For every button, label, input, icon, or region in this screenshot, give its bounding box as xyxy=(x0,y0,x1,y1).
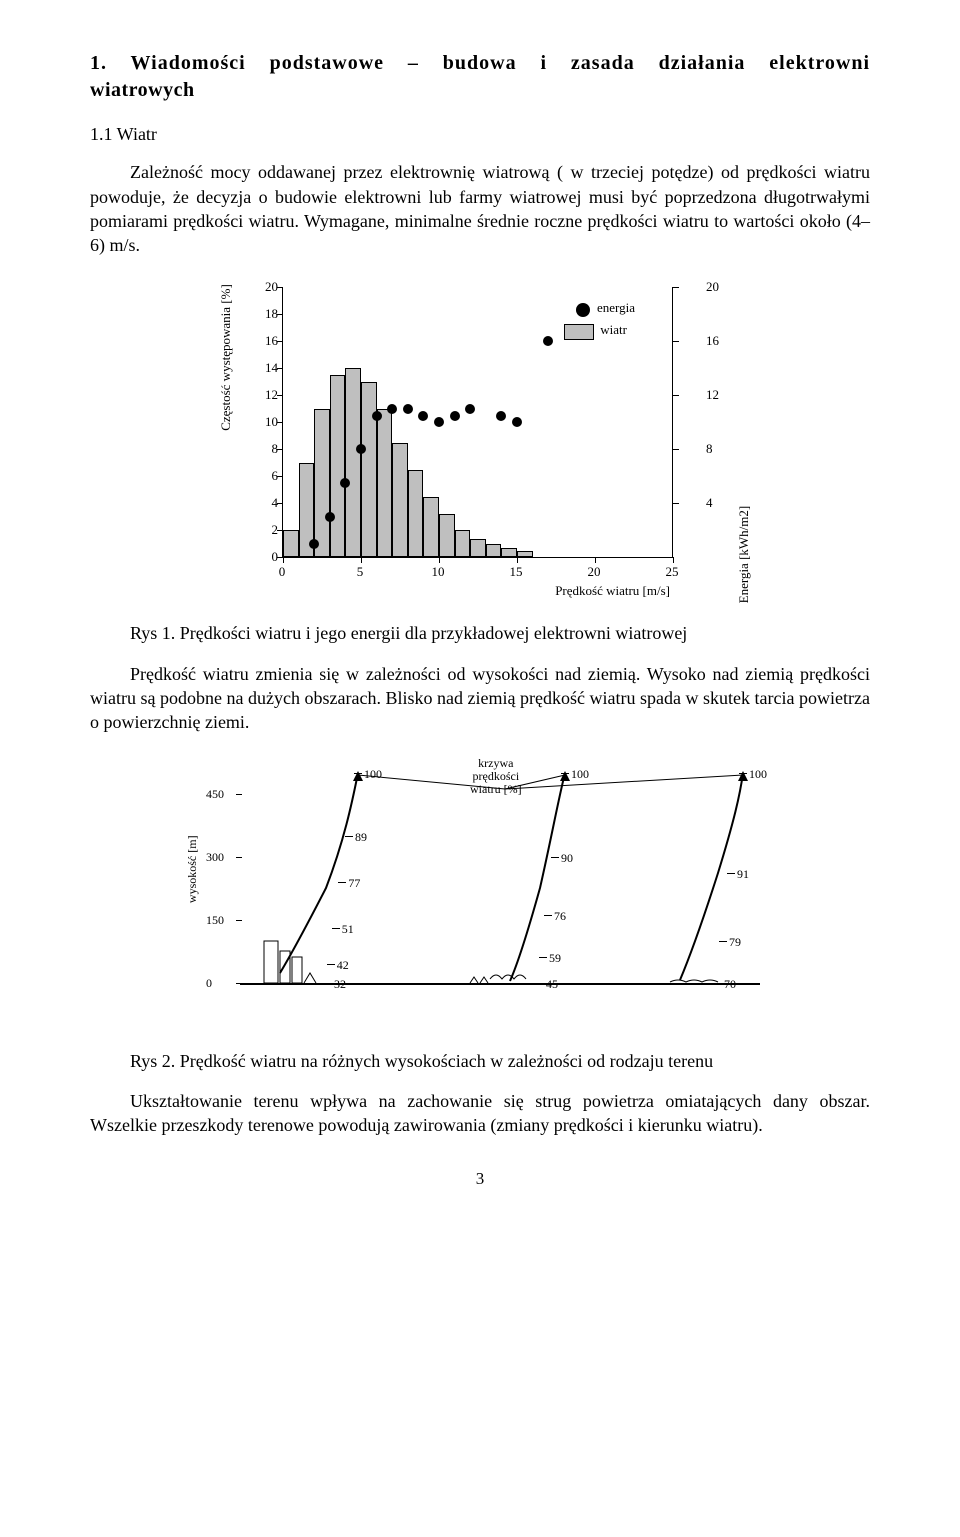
chart1-x-tick-label: 10 xyxy=(423,563,453,631)
chart1-energy-dot xyxy=(403,404,413,414)
chart1-bar xyxy=(330,375,346,557)
chart2-curve-value-label: 79 xyxy=(729,934,741,950)
chart2-curve-value-label: 100 xyxy=(749,766,767,782)
chart2-y-tick-label: 300 xyxy=(206,849,224,865)
chart2-y-tick-label: 450 xyxy=(206,786,224,802)
chart1-energy-dot xyxy=(418,411,428,421)
legend-energia-label: energia xyxy=(597,300,635,315)
chart2-curve-value-label: 59 xyxy=(549,950,561,966)
chart1-y-tick-label: 2 xyxy=(256,522,278,540)
chart1-energy-dot xyxy=(512,417,522,427)
figure-1: Częstość występowania [%] Energia [kWh/m… xyxy=(90,277,870,607)
page-number: 3 xyxy=(90,1168,870,1191)
chart2-profile-curve xyxy=(280,773,358,973)
chart1-x-tick-label: 25 xyxy=(657,563,687,631)
chart1-energy-dot xyxy=(496,411,506,421)
chart1-bar xyxy=(439,514,455,557)
chart2-curve-value-label: 42 xyxy=(337,957,349,973)
paragraph-1: Zależność mocy oddawanej przez elektrown… xyxy=(90,160,870,257)
chart1-bar xyxy=(377,409,393,558)
chart1-energy-dot xyxy=(543,336,553,346)
chart1-energy-dot xyxy=(325,512,335,522)
chart2-curve-value-label: 100 xyxy=(364,766,382,782)
chart2-svg xyxy=(240,773,760,1003)
paragraph-3: Ukształtowanie terenu wpływa na zachowan… xyxy=(90,1089,870,1138)
chart1-y-tick-label: 12 xyxy=(256,387,278,405)
figure-2-caption: Rys 2. Prędkość wiatru na różnych wysoko… xyxy=(90,1049,870,1073)
chart2-curve-value-label: 51 xyxy=(342,921,354,937)
chart2-plot-area: krzywa prędkości wiatru [%] xyxy=(240,773,760,1003)
chart1-bar xyxy=(345,368,361,557)
chart1-bar xyxy=(423,497,439,558)
chart1-energy-dot xyxy=(372,411,382,421)
chart1-bar xyxy=(486,544,502,558)
chart1-y-tick-label: 8 xyxy=(256,441,278,459)
chart2-curve-value-label: 100 xyxy=(571,766,589,782)
chart2-curve-value-label: 70 xyxy=(724,976,736,992)
chart2-curve-value-label: 89 xyxy=(355,829,367,845)
chart1-x-tick-label: 0 xyxy=(267,563,297,631)
chart1-x-axis-title: Prędkość wiatru [m/s] xyxy=(555,582,670,600)
chart1-y-tick-label: 6 xyxy=(256,468,278,486)
legend-dot-icon xyxy=(576,303,590,317)
chart1-energy-dot xyxy=(450,411,460,421)
chart1-bar xyxy=(501,548,517,557)
chart1-energy-dot xyxy=(465,404,475,414)
subsection-heading: 1.1 Wiatr xyxy=(90,122,870,146)
paragraph-2: Prędkość wiatru zmienia się w zależności… xyxy=(90,662,870,735)
chart1-y-tick-label: 20 xyxy=(256,279,278,297)
chart1-y-axis-title: Częstość występowania [%] xyxy=(217,285,235,432)
chart2-y-tick-label: 150 xyxy=(206,912,224,928)
chart1-energy-dot xyxy=(309,539,319,549)
chart1-energy-dot xyxy=(340,478,350,488)
chart1-legend-energia: energia xyxy=(576,299,635,317)
section-heading-line1: 1. Wiadomości podstawowe – budowa i zasa… xyxy=(90,50,870,77)
chart-wind-profiles: wysokość [m] krzywa prędkości wiatru [%] xyxy=(170,755,790,1035)
chart1-legend-wiatr: wiatr xyxy=(564,321,627,339)
chart1-y2-tick-label: 12 xyxy=(706,387,728,405)
chart1-bar xyxy=(392,443,408,558)
chart1-x-tick-label: 5 xyxy=(345,563,375,631)
chart1-y-tick-label: 10 xyxy=(256,414,278,432)
chart1-y-tick-label: 4 xyxy=(256,495,278,513)
chart1-y-tick-label: 16 xyxy=(256,333,278,351)
chart2-curve-value-label: 77 xyxy=(348,875,360,891)
chart1-energy-dot xyxy=(434,417,444,427)
chart2-profile-curve xyxy=(510,773,565,981)
chart2-curve-value-label: 91 xyxy=(737,866,749,882)
chart-histogram-energy: Częstość występowania [%] Energia [kWh/m… xyxy=(210,277,750,607)
chart1-energy-dot xyxy=(356,444,366,454)
chart2-header-l1: krzywa xyxy=(470,757,522,770)
legend-wiatr-label: wiatr xyxy=(600,322,627,337)
chart1-bar xyxy=(470,539,486,558)
chart2-curve-value-label: 90 xyxy=(561,850,573,866)
chart1-bar xyxy=(283,530,299,557)
legend-swatch-icon xyxy=(564,324,594,340)
chart1-y2-tick-label: 8 xyxy=(706,441,728,459)
chart2-y-axis-title: wysokość [m] xyxy=(184,835,200,903)
chart2-curve-value-label: 76 xyxy=(554,908,566,924)
chart1-x-tick-label: 20 xyxy=(579,563,609,631)
chart1-y-tick-label: 18 xyxy=(256,306,278,324)
chart1-y2-axis-title: Energia [kWh/m2] xyxy=(735,506,753,604)
chart1-plot-area: energia wiatr xyxy=(282,287,673,558)
chart1-y-tick-label: 14 xyxy=(256,360,278,378)
chart2-y-tick-label: 0 xyxy=(206,975,212,991)
figure-1-caption: Rys 1. Prędkości wiatru i jego energii d… xyxy=(90,621,870,645)
chart1-y2-tick-label: 16 xyxy=(706,333,728,351)
chart1-bar xyxy=(455,530,471,557)
chart1-energy-dot xyxy=(387,404,397,414)
chart1-y2-tick-label: 20 xyxy=(706,279,728,297)
chart2-curve-value-label: 45 xyxy=(546,976,558,992)
chart1-bar xyxy=(314,409,330,558)
figure-2: wysokość [m] krzywa prędkości wiatru [%] xyxy=(90,755,870,1035)
chart1-bar xyxy=(361,382,377,558)
chart2-curve-value-label: 32 xyxy=(334,976,346,992)
chart2-leader-line xyxy=(505,775,743,789)
chart1-bar xyxy=(517,551,533,558)
chart1-y2-tick-label: 4 xyxy=(706,495,728,513)
section-heading-line2: wiatrowych xyxy=(90,77,870,104)
chart1-bar xyxy=(408,470,424,558)
chart1-x-tick-label: 15 xyxy=(501,563,531,631)
